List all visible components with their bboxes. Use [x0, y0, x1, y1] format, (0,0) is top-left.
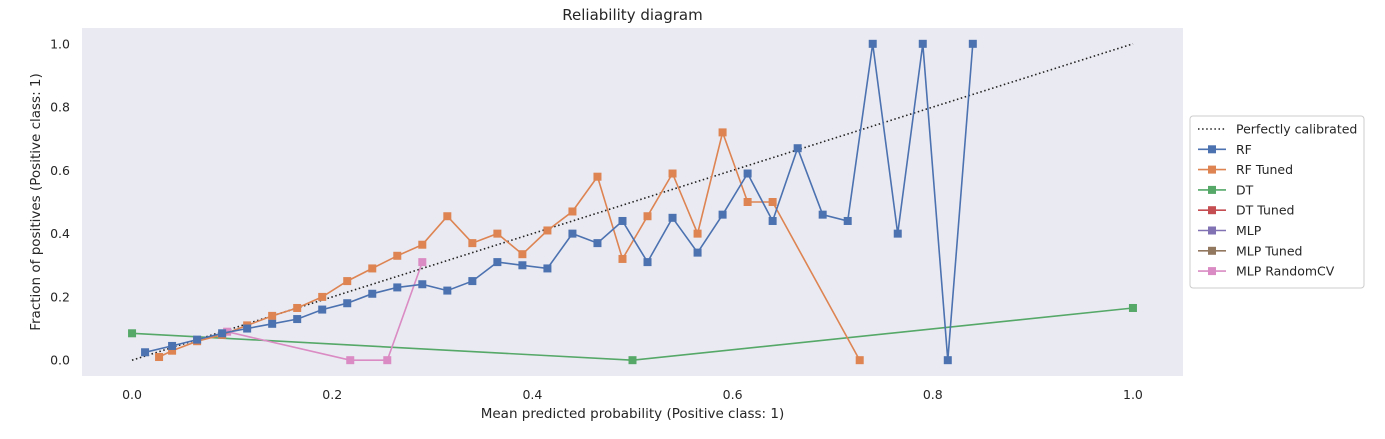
legend-label: MLP Tuned	[1236, 243, 1302, 258]
data-point-rf-tuned	[669, 170, 677, 178]
data-point-rf	[168, 342, 176, 350]
data-point-rf	[318, 306, 326, 314]
y-tick-label: 1.0	[50, 36, 70, 51]
data-point-rf-tuned	[268, 312, 276, 320]
legend-marker	[1208, 206, 1216, 214]
x-tick-label: 0.2	[322, 387, 342, 402]
data-point-rf-tuned	[694, 230, 702, 238]
data-point-rf-tuned	[744, 198, 752, 206]
data-point-rf	[243, 325, 251, 333]
x-tick-label: 1.0	[1123, 387, 1143, 402]
data-point-rf	[493, 258, 501, 266]
data-point-rf	[293, 315, 301, 323]
y-tick-label: 0.0	[50, 353, 70, 368]
data-point-dt	[1129, 304, 1137, 312]
data-point-rf	[869, 40, 877, 48]
legend-label: DT Tuned	[1236, 203, 1294, 218]
x-tick-label: 0.4	[522, 387, 542, 402]
data-point-rf-tuned	[618, 255, 626, 263]
legend-label: MLP RandomCV	[1236, 264, 1335, 279]
data-point-rf-tuned	[518, 250, 526, 258]
data-point-rf	[368, 290, 376, 298]
legend: Perfectly calibrated RF RF Tuned DT DT Tuned…	[1190, 116, 1364, 288]
data-point-rf-tuned	[493, 230, 501, 238]
data-point-rf-tuned	[343, 277, 351, 285]
data-point-rf	[719, 211, 727, 219]
legend-label: MLP	[1236, 223, 1262, 238]
data-point-rf	[919, 40, 927, 48]
data-point-rf	[618, 217, 626, 225]
data-point-rf	[343, 299, 351, 307]
data-point-mlp-randomcv	[383, 356, 391, 364]
data-point-rf	[844, 217, 852, 225]
x-tick-label: 0.8	[923, 387, 943, 402]
data-point-rf	[443, 287, 451, 295]
y-axis-ticks: 0.0 0.2 0.4 0.6 0.8 1.0	[50, 36, 70, 367]
data-point-rf	[744, 170, 752, 178]
data-point-mlp-randomcv	[346, 356, 354, 364]
data-point-rf-tuned	[856, 356, 864, 364]
legend-label: DT	[1236, 182, 1254, 197]
data-point-rf	[141, 348, 149, 356]
data-point-mlp-randomcv	[418, 258, 426, 266]
data-point-rf	[568, 230, 576, 238]
data-point-rf	[518, 261, 526, 269]
data-point-rf	[193, 336, 201, 344]
data-point-rf-tuned	[318, 293, 326, 301]
legend-marker	[1208, 227, 1216, 235]
data-point-rf	[894, 230, 902, 238]
data-point-rf	[769, 217, 777, 225]
data-point-rf-tuned	[293, 304, 301, 312]
data-point-rf	[794, 144, 802, 152]
y-tick-label: 0.2	[50, 289, 70, 304]
data-point-rf-tuned	[593, 173, 601, 181]
data-point-rf-tuned	[155, 353, 163, 361]
x-axis-ticks: 0.0 0.2 0.4 0.6 0.8 1.0	[122, 387, 1143, 402]
data-point-rf-tuned	[543, 226, 551, 234]
legend-marker	[1208, 247, 1216, 255]
data-point-rf	[944, 356, 952, 364]
data-point-rf	[543, 264, 551, 272]
legend-marker	[1208, 186, 1216, 194]
data-point-rf	[418, 280, 426, 288]
data-point-rf	[644, 258, 652, 266]
data-point-rf-tuned	[368, 264, 376, 272]
data-point-rf	[694, 249, 702, 257]
x-axis-label: Mean predicted probability (Positive cla…	[481, 406, 785, 422]
data-point-rf	[819, 211, 827, 219]
data-point-rf	[468, 277, 476, 285]
legend-marker	[1208, 166, 1216, 174]
legend-label: Perfectly calibrated	[1236, 122, 1357, 137]
data-point-rf-tuned	[443, 212, 451, 220]
data-point-rf-tuned	[468, 239, 476, 247]
data-point-rf-tuned	[418, 241, 426, 249]
data-point-rf	[593, 239, 601, 247]
legend-marker	[1208, 267, 1216, 275]
x-tick-label: 0.0	[122, 387, 142, 402]
y-axis-label: Fraction of positives (Positive class: 1…	[28, 73, 44, 331]
data-point-rf-tuned	[719, 128, 727, 136]
chart-title: Reliability diagram	[562, 6, 702, 24]
data-point-rf-tuned	[644, 212, 652, 220]
data-point-rf	[969, 40, 977, 48]
y-tick-label: 0.4	[50, 226, 70, 241]
data-point-rf-tuned	[769, 198, 777, 206]
data-point-rf	[268, 320, 276, 328]
y-tick-label: 0.8	[50, 100, 70, 115]
legend-marker	[1208, 145, 1216, 153]
data-point-dt	[629, 356, 637, 364]
data-point-rf	[669, 214, 677, 222]
legend-label: RF Tuned	[1236, 162, 1293, 177]
data-point-rf	[393, 283, 401, 291]
data-point-rf-tuned	[393, 252, 401, 260]
x-tick-label: 0.6	[723, 387, 743, 402]
data-point-rf	[218, 329, 226, 337]
data-point-dt	[128, 329, 136, 337]
legend-label: RF	[1236, 142, 1252, 157]
data-point-rf-tuned	[568, 207, 576, 215]
y-tick-label: 0.6	[50, 163, 70, 178]
